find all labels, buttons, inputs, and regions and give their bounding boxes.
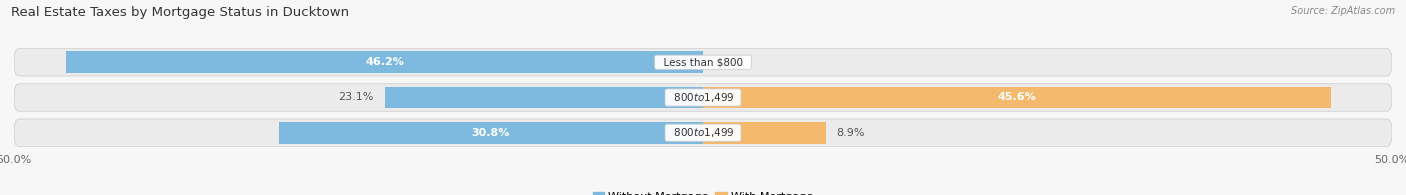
Text: $800 to $1,499: $800 to $1,499 [666, 126, 740, 139]
Bar [278, 122, 703, 144]
Text: Source: ZipAtlas.com: Source: ZipAtlas.com [1291, 6, 1395, 16]
FancyBboxPatch shape [14, 119, 1392, 146]
Text: 30.8%: 30.8% [471, 128, 510, 138]
FancyBboxPatch shape [14, 49, 1392, 76]
Text: 23.1%: 23.1% [339, 92, 374, 103]
Bar [703, 122, 825, 144]
Text: 46.2%: 46.2% [366, 57, 404, 67]
Text: $800 to $1,499: $800 to $1,499 [666, 91, 740, 104]
Bar [703, 87, 1331, 108]
Text: Real Estate Taxes by Mortgage Status in Ducktown: Real Estate Taxes by Mortgage Status in … [11, 6, 349, 19]
Bar [66, 51, 703, 73]
Text: 8.9%: 8.9% [837, 128, 865, 138]
FancyBboxPatch shape [14, 84, 1392, 111]
Text: Less than $800: Less than $800 [657, 57, 749, 67]
Text: 0.0%: 0.0% [714, 57, 742, 67]
Text: 45.6%: 45.6% [998, 92, 1036, 103]
Legend: Without Mortgage, With Mortgage: Without Mortgage, With Mortgage [588, 187, 818, 195]
Bar [385, 87, 703, 108]
